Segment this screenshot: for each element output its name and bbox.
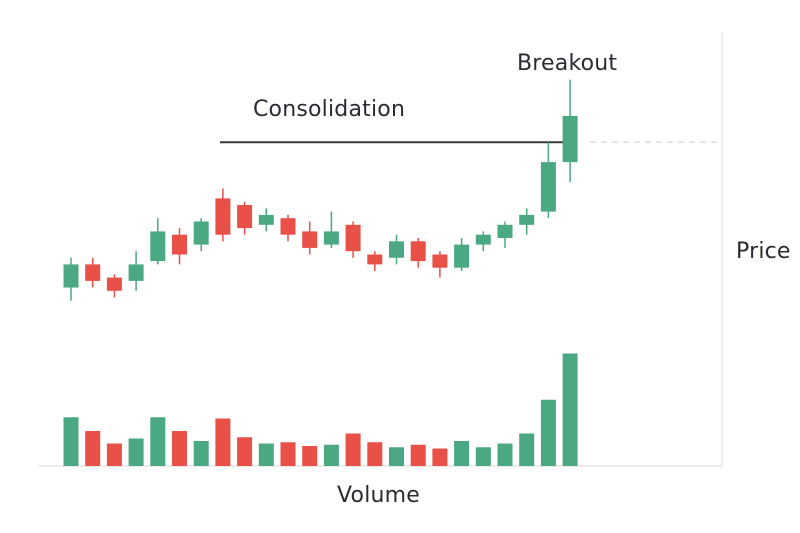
volume-bar [410, 444, 426, 466]
volume-bar [63, 417, 79, 466]
candle-body-down [367, 254, 383, 265]
candle-body-up [258, 214, 274, 225]
volume-bar [85, 431, 101, 466]
candle-body-up [323, 231, 339, 245]
candle-body-down [215, 198, 231, 235]
volume-bar [562, 353, 578, 466]
candle-body-up [519, 214, 535, 225]
candle-body-down [345, 224, 361, 252]
candle-body-down [85, 264, 101, 281]
candle-body-up [150, 231, 166, 262]
candle-body-down [280, 218, 296, 235]
candle-body-down [172, 234, 187, 255]
candle-body-up [193, 221, 209, 245]
candle-body-up [497, 224, 513, 238]
candle-body-up [389, 241, 404, 258]
volume-axis-label: Volume [337, 483, 421, 508]
volume-bar [215, 418, 231, 466]
volume-bar [540, 399, 556, 466]
volume-bar [367, 442, 383, 466]
volume-bar [389, 447, 404, 466]
volume-bar [323, 444, 339, 466]
volume-bar [432, 448, 448, 466]
candle-body-up [454, 244, 470, 268]
volume-bar [150, 417, 166, 466]
volume-bar [193, 441, 209, 466]
breakout-label: Breakout [517, 51, 618, 76]
volume-bar [237, 437, 253, 466]
candle-body-up [562, 115, 578, 163]
candle-body-down [432, 254, 448, 268]
candles-group [63, 79, 578, 301]
volume-bars-group [63, 353, 578, 466]
candle-body-down [237, 205, 253, 229]
candle-body-down [410, 241, 426, 262]
candle-body-up [128, 264, 144, 281]
candle-body-up [475, 234, 491, 245]
volume-bar [302, 446, 318, 466]
volume-bar [454, 441, 470, 466]
volume-bar [128, 438, 144, 466]
candle-body-down [106, 277, 122, 291]
volume-bar [475, 447, 491, 466]
volume-bar [519, 433, 535, 466]
volume-bar [497, 443, 513, 466]
candle-body-up [540, 162, 556, 212]
volume-bar [280, 442, 296, 466]
volume-bar [258, 443, 274, 466]
candle-body-down [302, 231, 318, 248]
candle-body-up [63, 264, 79, 288]
volume-bar [172, 431, 187, 466]
price-axis-label: Price [736, 239, 791, 264]
volume-bar [345, 433, 361, 466]
consolidation-label: Consolidation [253, 97, 406, 122]
volume-bar [106, 443, 122, 466]
